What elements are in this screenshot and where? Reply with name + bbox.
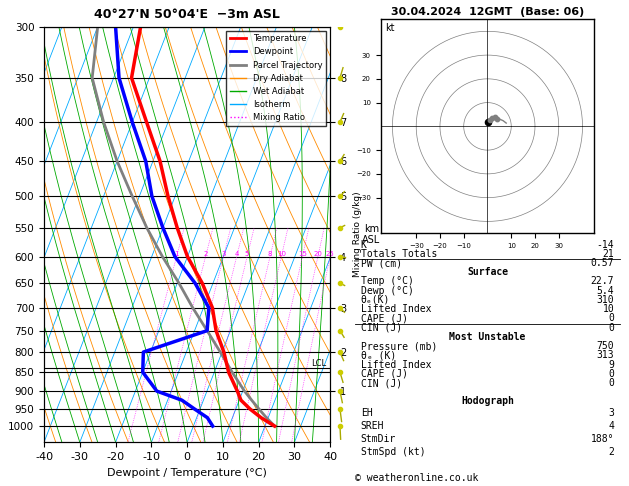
Text: 20: 20: [313, 251, 322, 257]
Text: 3: 3: [221, 251, 226, 257]
Text: 0: 0: [608, 323, 615, 333]
Text: 0: 0: [608, 313, 615, 324]
Text: 15: 15: [298, 251, 307, 257]
Text: 2: 2: [203, 251, 208, 257]
Text: 188°: 188°: [591, 434, 615, 444]
Text: CAPE (J): CAPE (J): [360, 369, 408, 379]
Text: StmDir: StmDir: [360, 434, 396, 444]
Text: 10: 10: [603, 304, 615, 314]
Text: © weatheronline.co.uk: © weatheronline.co.uk: [355, 473, 479, 483]
Text: θₑ (K): θₑ (K): [360, 350, 396, 361]
Text: StmSpd (kt): StmSpd (kt): [360, 447, 425, 457]
Text: 21: 21: [603, 249, 615, 259]
Legend: Temperature, Dewpoint, Parcel Trajectory, Dry Adiabat, Wet Adiabat, Isotherm, Mi: Temperature, Dewpoint, Parcel Trajectory…: [226, 31, 326, 125]
Text: Temp (°C): Temp (°C): [360, 277, 413, 287]
Text: LCL: LCL: [311, 359, 326, 368]
Text: 750: 750: [597, 341, 615, 351]
Text: K: K: [360, 240, 367, 249]
Y-axis label: hPa: hPa: [0, 223, 3, 246]
Text: 1: 1: [174, 251, 179, 257]
Text: 4: 4: [608, 421, 615, 431]
Text: Hodograph: Hodograph: [461, 396, 514, 406]
Point: [483, 118, 493, 125]
Text: 25: 25: [326, 251, 335, 257]
Y-axis label: km
ASL: km ASL: [362, 224, 381, 245]
Text: 5.4: 5.4: [597, 286, 615, 296]
Text: 8: 8: [268, 251, 272, 257]
Text: Surface: Surface: [467, 267, 508, 277]
Text: -14: -14: [597, 240, 615, 249]
Text: 313: 313: [597, 350, 615, 361]
Text: 5: 5: [245, 251, 249, 257]
Text: 3: 3: [608, 408, 615, 418]
Text: θₑ(K): θₑ(K): [360, 295, 390, 305]
Point: [487, 114, 498, 122]
Text: CIN (J): CIN (J): [360, 378, 402, 388]
Text: CAPE (J): CAPE (J): [360, 313, 408, 324]
Text: 0.57: 0.57: [591, 258, 615, 268]
Text: kt: kt: [386, 23, 395, 34]
Text: Lifted Index: Lifted Index: [360, 304, 431, 314]
Text: CIN (J): CIN (J): [360, 323, 402, 333]
Text: 2: 2: [608, 447, 615, 457]
Text: EH: EH: [360, 408, 372, 418]
Text: 10: 10: [277, 251, 286, 257]
Title: 40°27'N 50°04'E  −3m ASL: 40°27'N 50°04'E −3m ASL: [94, 8, 280, 21]
X-axis label: Dewpoint / Temperature (°C): Dewpoint / Temperature (°C): [107, 468, 267, 478]
Text: 0: 0: [608, 369, 615, 379]
Text: Lifted Index: Lifted Index: [360, 360, 431, 370]
Text: Dewp (°C): Dewp (°C): [360, 286, 413, 296]
Point: [490, 113, 500, 121]
Text: 0: 0: [608, 378, 615, 388]
Text: Mixing Ratio (g/kg): Mixing Ratio (g/kg): [353, 191, 362, 278]
Text: 9: 9: [608, 360, 615, 370]
Text: 4: 4: [235, 251, 239, 257]
Text: 310: 310: [597, 295, 615, 305]
Text: PW (cm): PW (cm): [360, 258, 402, 268]
Title: 30.04.2024  12GMT  (Base: 06): 30.04.2024 12GMT (Base: 06): [391, 7, 584, 17]
Text: Totals Totals: Totals Totals: [360, 249, 437, 259]
Text: Pressure (mb): Pressure (mb): [360, 341, 437, 351]
Point: [485, 116, 495, 123]
Text: 22.7: 22.7: [591, 277, 615, 287]
Text: Most Unstable: Most Unstable: [449, 332, 526, 342]
Text: SREH: SREH: [360, 421, 384, 431]
Point: [491, 115, 501, 122]
